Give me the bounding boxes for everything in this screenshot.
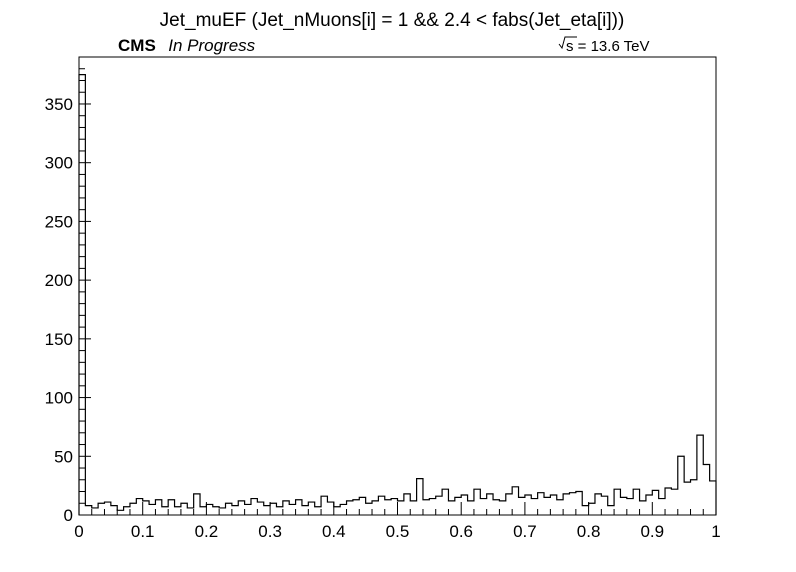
x-tick-label: 0 (74, 522, 83, 541)
y-tick-label: 350 (45, 95, 73, 114)
y-tick-label: 100 (45, 389, 73, 408)
x-tick-label: 1 (711, 522, 720, 541)
x-tick-label: 0.9 (640, 522, 664, 541)
x-tick-label: 0.2 (195, 522, 219, 541)
plot-frame (78, 56, 717, 516)
y-axis: 0 50 100 150 200 250 300 350 (45, 56, 91, 525)
y-tick-label: 300 (45, 154, 73, 173)
energy-text: s = 13.6 TeV (566, 38, 650, 55)
cms-label: CMS In Progress (118, 36, 256, 55)
x-tick-label: 0.1 (131, 522, 155, 541)
x-tick-label: 0.7 (513, 522, 537, 541)
chart-title: Jet_muEF (Jet_nMuons[i] = 1 && 2.4 < fab… (160, 10, 625, 31)
x-tick-label: 0.4 (322, 522, 346, 541)
x-axis: 0 0.1 0.2 0.3 0.4 0.5 0.6 0.7 0.8 0.9 1 (74, 502, 721, 541)
x-tick-label: 0.8 (577, 522, 601, 541)
y-tick-label: 200 (45, 271, 73, 290)
y-tick-label: 50 (54, 447, 73, 466)
x-tick-label: 0.3 (258, 522, 282, 541)
energy-radicand: s (566, 38, 574, 55)
x-tick-label: 0.6 (449, 522, 473, 541)
y-tick-label: 150 (45, 330, 73, 349)
y-tick-label: 0 (64, 506, 73, 525)
histogram-line (78, 74, 717, 515)
sqrt-sign-icon (558, 36, 577, 50)
cms-text: CMS (118, 36, 156, 55)
y-tick-label: 250 (45, 212, 73, 231)
in-progress-text: In Progress (168, 36, 255, 55)
energy-value: = 13.6 TeV (574, 38, 650, 55)
energy-label: s = 13.6 TeV (558, 36, 650, 55)
x-tick-label: 0.5 (386, 522, 410, 541)
